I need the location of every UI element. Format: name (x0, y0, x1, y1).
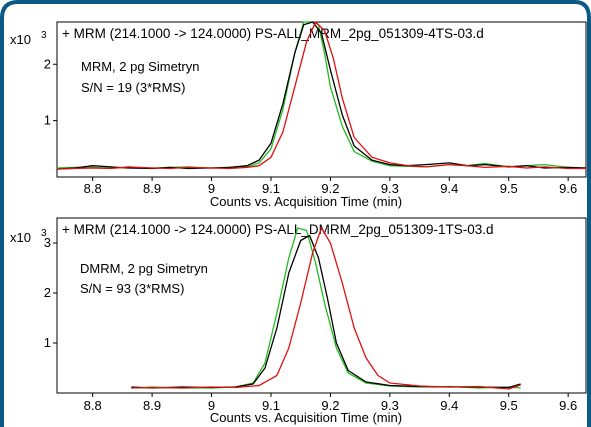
panel2-xlabel: Counts vs. Acquisition Time (min) (210, 410, 402, 425)
panel-mrm: x10 3 + MRM (214.1000 -> 124.0000) PS-AL… (10, 21, 587, 209)
panel2-annotation-line2: S/N = 93 (3*RMS) (80, 281, 184, 296)
panel1-ylabel-prefix: x10 (10, 32, 31, 47)
panel2-title: + MRM (214.1000 -> 124.0000) PS-ALL_DMRM… (62, 222, 494, 237)
panel1-x-axis: 8.8 8.9 9 9.1 9.2 9.3 9.4 9.5 9.6 (84, 177, 577, 196)
p2-y-tick-label: 3 (44, 235, 51, 250)
p2-x-tick-label: 8.8 (84, 398, 102, 413)
panel2-plot-area (56, 217, 587, 394)
p2-y-tick-label: 1 (44, 335, 51, 350)
p1-x-tick-label: 9.5 (500, 181, 518, 196)
panel2-series-group (131, 227, 521, 390)
panel2-ylabel-exponent: 3 (41, 228, 47, 239)
p1-series-black (56, 21, 587, 170)
panel1-ylabel-exponent: 3 (41, 30, 47, 41)
p2-x-tick-label: 9.1 (262, 398, 280, 413)
p2-x-tick-label: 9.3 (381, 398, 399, 413)
p1-x-tick-label: 9.4 (440, 181, 458, 196)
p1-x-tick-label: 9.1 (262, 181, 280, 196)
p1-x-tick-label: 9 (208, 181, 215, 196)
p2-series-green (131, 227, 521, 389)
panel1-xlabel: Counts vs. Acquisition Time (min) (210, 194, 402, 209)
panel1-series-group (56, 21, 587, 170)
p1-x-tick-label: 9.2 (321, 181, 339, 196)
p1-series-red (56, 21, 586, 170)
panel1-annotation-line2: S/N = 19 (3*RMS) (81, 80, 185, 95)
p2-x-tick-label: 9.6 (559, 398, 577, 413)
p1-y-tick-label: 1 (44, 113, 51, 128)
p1-x-tick-label: 8.8 (84, 181, 102, 196)
p1-series-green (56, 21, 587, 169)
panel1-annotation-line1: MRM, 2 pg Simetryn (81, 59, 199, 74)
panel1-title: + MRM (214.1000 -> 124.0000) PS-ALL_MRM_… (62, 26, 484, 41)
p2-x-tick-label: 9.2 (321, 398, 339, 413)
p2-series-red (131, 227, 521, 390)
p2-y-tick-label: 2 (44, 285, 51, 300)
p2-x-tick-label: 9.5 (500, 398, 518, 413)
panel2-annotation-line1: DMRM, 2 pg Simetryn (80, 261, 208, 276)
p1-x-tick-label: 9.3 (381, 181, 399, 196)
p1-x-tick-label: 9.6 (559, 181, 577, 196)
panel2-y-axis: 1 2 3 (44, 235, 57, 350)
panel2-ylabel-prefix: x10 (10, 230, 31, 245)
p2-x-tick-label: 8.9 (143, 398, 161, 413)
panel1-plot-area (56, 21, 587, 178)
p2-series-black (131, 234, 521, 389)
p2-x-tick-label: 9.4 (440, 398, 458, 413)
panel-dmrm: x10 3 + MRM (214.1000 -> 124.0000) PS-AL… (10, 217, 587, 425)
p1-y-tick-label: 2 (44, 56, 51, 71)
panel1-y-axis: 12 (44, 56, 57, 128)
p2-x-tick-label: 9 (208, 398, 215, 413)
panel2-x-axis: 8.8 8.9 9 9.1 9.2 9.3 9.4 9.5 9.6 (84, 393, 577, 413)
p1-x-tick-label: 8.9 (143, 181, 161, 196)
